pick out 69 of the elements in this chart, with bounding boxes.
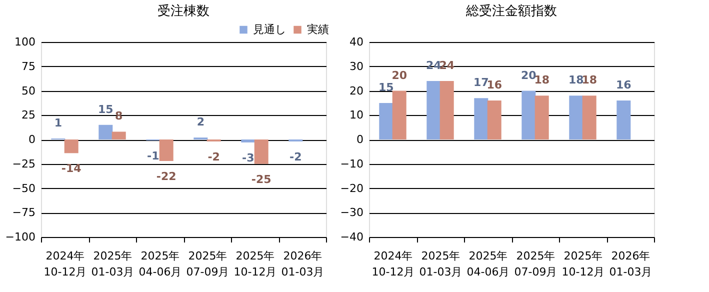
legend-label: 見通し <box>253 22 286 36</box>
x-tick-label: 2024年 10-12月 <box>44 250 87 278</box>
bar <box>392 90 406 140</box>
data-label: 16 <box>616 78 632 92</box>
data-label: 15 <box>98 102 114 116</box>
bar <box>64 140 78 154</box>
data-label: 20 <box>520 68 537 82</box>
bar <box>254 140 268 164</box>
bar <box>112 132 126 140</box>
data-label: -3 <box>242 151 254 164</box>
x-tick-label: 2025年 10-12月 <box>562 250 605 278</box>
data-label: -1 <box>147 149 160 162</box>
bar <box>241 140 256 142</box>
data-label: 16 <box>486 78 502 92</box>
y-tick-label: −75 <box>12 206 36 220</box>
chart-title: 受注棟数 <box>158 4 210 19</box>
y-tick-label: 25 <box>22 108 36 122</box>
x-tick-label: 2025年 07-09月 <box>514 250 558 278</box>
bar <box>98 124 113 140</box>
y-tick-label: 50 <box>22 84 36 98</box>
y-tick-label: −10 <box>340 157 364 170</box>
bar <box>474 98 488 140</box>
bar <box>534 96 549 140</box>
x-tick-label: 2025年 01-03月 <box>91 250 134 278</box>
chart-title: 総受注金額指数 <box>465 4 557 19</box>
x-tick-label: 2025年 07-09月 <box>186 250 230 278</box>
bar <box>487 100 502 140</box>
x-tick-label: 2026年 01-03月 <box>281 250 324 278</box>
data-label: 18 <box>568 74 584 87</box>
data-label: -2 <box>208 150 220 164</box>
data-label: 17 <box>473 76 489 90</box>
bar <box>616 100 631 140</box>
y-tick-label: 30 <box>350 60 364 73</box>
y-tick-label: −40 <box>340 230 364 244</box>
y-tick-label: 20 <box>350 84 364 98</box>
y-tick-label: −20 <box>340 182 364 195</box>
y-tick-label: −30 <box>340 206 364 220</box>
y-tick-label: −25 <box>12 157 36 170</box>
x-tick-label: 2024年 10-12月 <box>372 250 415 278</box>
y-tick-label: −100 <box>5 230 36 244</box>
data-label: 18 <box>582 74 598 87</box>
bar <box>440 81 454 140</box>
y-tick-label: 75 <box>22 60 36 73</box>
data-label: -22 <box>156 170 176 183</box>
bar <box>426 81 441 140</box>
data-label: -2 <box>290 150 302 164</box>
data-label: 20 <box>392 68 408 82</box>
bar <box>569 96 584 140</box>
data-label: 15 <box>378 80 394 94</box>
y-tick-label: 0 <box>28 133 36 146</box>
x-tick-label: 2026年 01-03月 <box>609 250 652 278</box>
bar <box>582 96 596 140</box>
data-label: -14 <box>61 162 82 176</box>
legend-label: 実績 <box>307 22 329 36</box>
y-tick-label: 40 <box>350 36 364 48</box>
data-label: 1 <box>54 116 62 130</box>
bar <box>159 140 174 161</box>
data-label: 2 <box>196 116 204 129</box>
y-tick-label: 100 <box>14 36 36 48</box>
x-tick-label: 2025年 04-06月 <box>466 250 510 278</box>
x-tick-label: 2025年 04-06月 <box>138 250 182 278</box>
y-tick-label: 0 <box>356 133 364 146</box>
x-tick-label: 2025年 01-03月 <box>419 250 462 278</box>
data-label: -25 <box>251 172 272 186</box>
bar <box>522 90 536 140</box>
bar <box>379 102 394 140</box>
y-tick-label: −50 <box>12 182 36 195</box>
x-tick-label: 2025年 10-12月 <box>234 250 277 278</box>
y-tick-label: 10 <box>350 108 364 122</box>
